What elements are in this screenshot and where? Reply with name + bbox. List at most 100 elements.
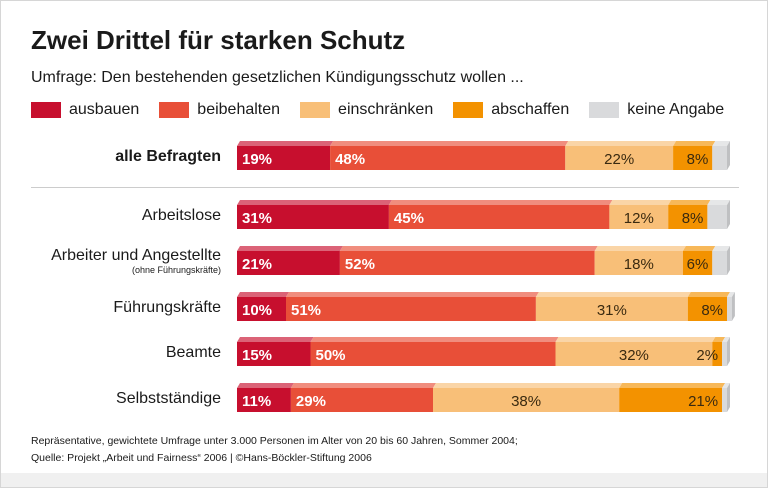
bar-segment [722,383,730,412]
bar-top [237,141,334,146]
category-name: Beamte [165,344,221,361]
bar-top [237,200,392,205]
bar-top [673,141,716,146]
bar-segment: 38% [433,383,623,412]
bar-segment: 52% [339,246,598,275]
category-label: Arbeiter und Angestellte (ohne Führungskr… [51,247,221,275]
bottom-shadow [1,473,767,487]
bar-segment: 8% [687,292,730,321]
bar-segment: 32% [555,337,716,366]
data-label: 29% [296,393,326,410]
bar-segment: 18% [594,246,686,275]
bar [722,342,727,366]
bar-top [290,383,436,388]
data-label: 31% [242,210,272,227]
legend-item: keine Angabe [589,101,724,119]
category-label: Selbstständige [116,390,221,408]
bar [619,388,723,412]
category-name: Führungskräfte [113,299,221,316]
data-label: 31% [597,302,627,319]
bar [339,251,595,275]
legend-item: beibehalten [159,101,280,119]
bar-segment: 31% [237,200,392,229]
bar-side [727,200,730,229]
data-label: 12% [624,210,654,227]
legend-label: einschränken [338,101,434,118]
bar-top [594,246,686,251]
data-label: 8% [687,151,709,168]
bar-segment [722,337,730,366]
bar-top [712,337,726,342]
bar-segment: 19% [237,141,334,170]
bar-top [237,383,294,388]
bar [286,297,536,321]
bar [535,297,688,321]
bar-top [388,200,613,205]
bar [565,146,674,170]
chart-subtitle: Umfrage: Den bestehenden gesetzlichen Kü… [31,69,524,86]
category-label: Führungskräfte [113,299,221,317]
legend-label: beibehalten [197,101,281,118]
bar-segment: 50% [310,337,559,366]
data-label: 21% [688,393,718,410]
bar-top [535,292,691,297]
footer-note: Repräsentative, gewichtete Umfrage unter… [31,435,518,447]
bar [237,342,311,366]
data-label: 45% [394,210,424,227]
legend: ausbauen beibehalten einschränken abschaffe… [31,101,744,119]
data-label: 6% [687,256,709,273]
data-label: 38% [511,393,541,410]
legend-label: keine Angabe [627,101,725,118]
data-label: 48% [335,151,365,168]
bar [310,342,556,366]
bar [594,251,683,275]
bar-segment: 11% [237,383,294,412]
bar [237,297,286,321]
bar-segment: 8% [673,141,716,170]
bar [433,388,620,412]
data-label: 11% [242,393,271,410]
bar-segment [727,292,735,321]
divider [31,187,739,188]
bar [388,205,610,229]
bar [712,251,727,275]
data-label: 15% [242,347,272,364]
bar-segment: 51% [286,292,539,321]
data-label: 22% [604,151,634,168]
category-label: alle Befragten [115,148,221,166]
bar-top [619,383,726,388]
bar-side [727,246,730,275]
bar-segment: 48% [330,141,569,170]
bar [555,342,713,366]
bar-top [433,383,623,388]
legend-swatch [300,102,331,118]
bar [290,388,433,412]
bar-segment: 21% [619,383,726,412]
bar-segment [707,200,730,229]
bar-side [727,141,730,170]
bar-top [609,200,672,205]
bar-segment: 22% [565,141,677,170]
data-label: 52% [345,256,375,273]
footer-source: Quelle: Projekt „Arbeit und Fairness“ 20… [31,452,372,464]
bar-segment: 12% [609,200,672,229]
bar [712,342,723,366]
bar-top [330,141,569,146]
bar-top [237,246,343,251]
legend-swatch [31,102,61,118]
bar [673,146,713,170]
bar-segment: 10% [237,292,289,321]
data-label: 18% [624,256,654,273]
bar-segment: 6% [682,246,716,275]
bar-segment: 21% [237,246,343,275]
bar-top [727,292,735,297]
bar-top [682,246,716,251]
bar [722,388,727,412]
bar-top [668,200,711,205]
bar [609,205,669,229]
bar-segment: 15% [237,337,314,366]
bar-top [237,292,289,297]
bar [668,205,708,229]
bar [727,297,732,321]
